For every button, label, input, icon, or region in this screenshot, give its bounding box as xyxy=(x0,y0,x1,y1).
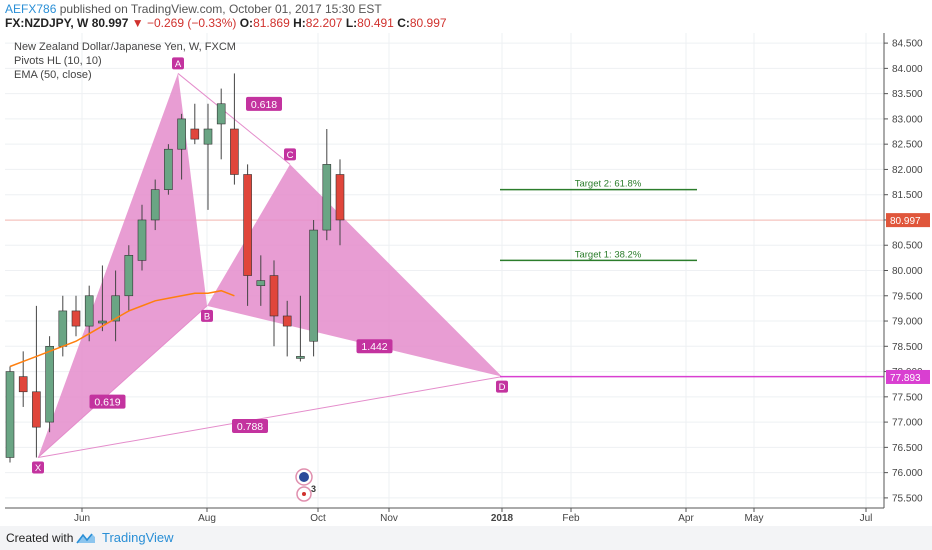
point-label-d: D xyxy=(499,382,506,393)
created-with-text: Created with xyxy=(6,531,73,545)
time-tick-label: Nov xyxy=(380,513,398,524)
candle-body[interactable] xyxy=(178,119,186,149)
legend-indicator-pivots[interactable]: Pivots HL (10, 10) xyxy=(14,54,236,68)
price-tick-label: 78.500 xyxy=(892,342,923,353)
event-markers[interactable]: 3 xyxy=(296,469,316,501)
candle-body[interactable] xyxy=(283,316,291,326)
point-label-x: X xyxy=(35,463,42,474)
chart-legend: New Zealand Dollar/Japanese Yen, W, FXCM… xyxy=(14,40,236,82)
candle-body[interactable] xyxy=(59,311,67,346)
event-count-label: 3 xyxy=(311,484,316,494)
legend-indicator-ema[interactable]: EMA (50, close) xyxy=(14,68,236,82)
price-tick-label: 84.000 xyxy=(892,64,923,75)
candle-body[interactable] xyxy=(336,174,344,219)
legend-title: New Zealand Dollar/Japanese Yen, W, FXCM xyxy=(14,40,236,54)
time-tick-label: Aug xyxy=(198,513,216,524)
target-label: Target 2: 61.8% xyxy=(575,179,642,190)
candle-body[interactable] xyxy=(85,296,93,326)
candle-body[interactable] xyxy=(138,220,146,260)
candle-body[interactable] xyxy=(191,129,199,139)
time-tick-label: May xyxy=(745,513,764,524)
ratio-label: 0.619 xyxy=(94,397,120,409)
price-tick-label: 83.500 xyxy=(892,89,923,100)
candle-body[interactable] xyxy=(6,372,14,458)
price-tick-label: 82.500 xyxy=(892,140,923,151)
candle-body[interactable] xyxy=(151,190,159,220)
target-lines: Target 2: 61.8% Target 1: 38.2% xyxy=(500,179,884,377)
price-tick-label: 75.500 xyxy=(892,493,923,504)
price-tick-label: 84.500 xyxy=(892,39,923,50)
price-tick-label: 77.000 xyxy=(892,418,923,429)
time-tick-label: Jul xyxy=(860,513,873,524)
candle-body[interactable] xyxy=(257,281,265,286)
time-axis[interactable]: Jun Aug Oct Nov 2018 Feb Apr May Jul xyxy=(5,508,884,524)
candle-body[interactable] xyxy=(310,230,318,341)
price-tick-label: 80.000 xyxy=(892,266,923,277)
candle-body[interactable] xyxy=(72,311,80,326)
price-axis[interactable]: 75.50076.00076.50077.00077.50078.00078.5… xyxy=(884,33,930,508)
candle-body[interactable] xyxy=(270,276,278,316)
price-tick-label: 77.500 xyxy=(892,392,923,403)
candle-body[interactable] xyxy=(217,104,225,124)
candle-body[interactable] xyxy=(230,129,238,174)
footer-bar: Created with TradingView xyxy=(0,526,932,550)
candle-body[interactable] xyxy=(19,377,27,392)
ratio-label: 0.788 xyxy=(237,421,263,433)
candle-body[interactable] xyxy=(46,346,54,422)
candle-body[interactable] xyxy=(32,392,40,427)
event-dot-icon xyxy=(302,492,306,496)
price-tick-label: 81.500 xyxy=(892,190,923,201)
target-label: Target 1: 38.2% xyxy=(575,249,642,260)
price-tick-label: 76.000 xyxy=(892,468,923,479)
time-tick-label: Oct xyxy=(310,513,326,524)
tradingview-brand[interactable]: TradingView xyxy=(102,530,174,545)
price-tick-label: 80.500 xyxy=(892,241,923,252)
candle-body[interactable] xyxy=(98,321,106,323)
price-tick-label: 76.500 xyxy=(892,443,923,454)
time-tick-label: 2018 xyxy=(491,513,514,524)
point-label-c: C xyxy=(287,150,294,161)
flag-inner-icon xyxy=(299,472,309,482)
candle-body[interactable] xyxy=(164,149,172,189)
time-tick-label: Jun xyxy=(74,513,90,524)
point-label-b: B xyxy=(204,311,210,322)
candle-body[interactable] xyxy=(204,129,212,144)
price-tick-label: 79.000 xyxy=(892,317,923,328)
price-tick-label: 79.500 xyxy=(892,291,923,302)
price-badge-label: 80.997 xyxy=(890,216,921,227)
price-tick-label: 82.000 xyxy=(892,165,923,176)
time-tick-label: Feb xyxy=(562,513,580,524)
price-badge-label: 77.893 xyxy=(890,373,921,384)
candle-body[interactable] xyxy=(244,174,252,275)
tradingview-logo-icon[interactable] xyxy=(76,531,96,545)
ratio-label: 0.618 xyxy=(251,99,277,111)
candle-body[interactable] xyxy=(125,255,133,295)
ratio-label: 1.442 xyxy=(361,341,387,353)
candle-body[interactable] xyxy=(296,356,304,358)
price-tick-label: 83.000 xyxy=(892,114,923,125)
time-tick-label: Apr xyxy=(678,513,694,524)
candle-body[interactable] xyxy=(323,164,331,230)
